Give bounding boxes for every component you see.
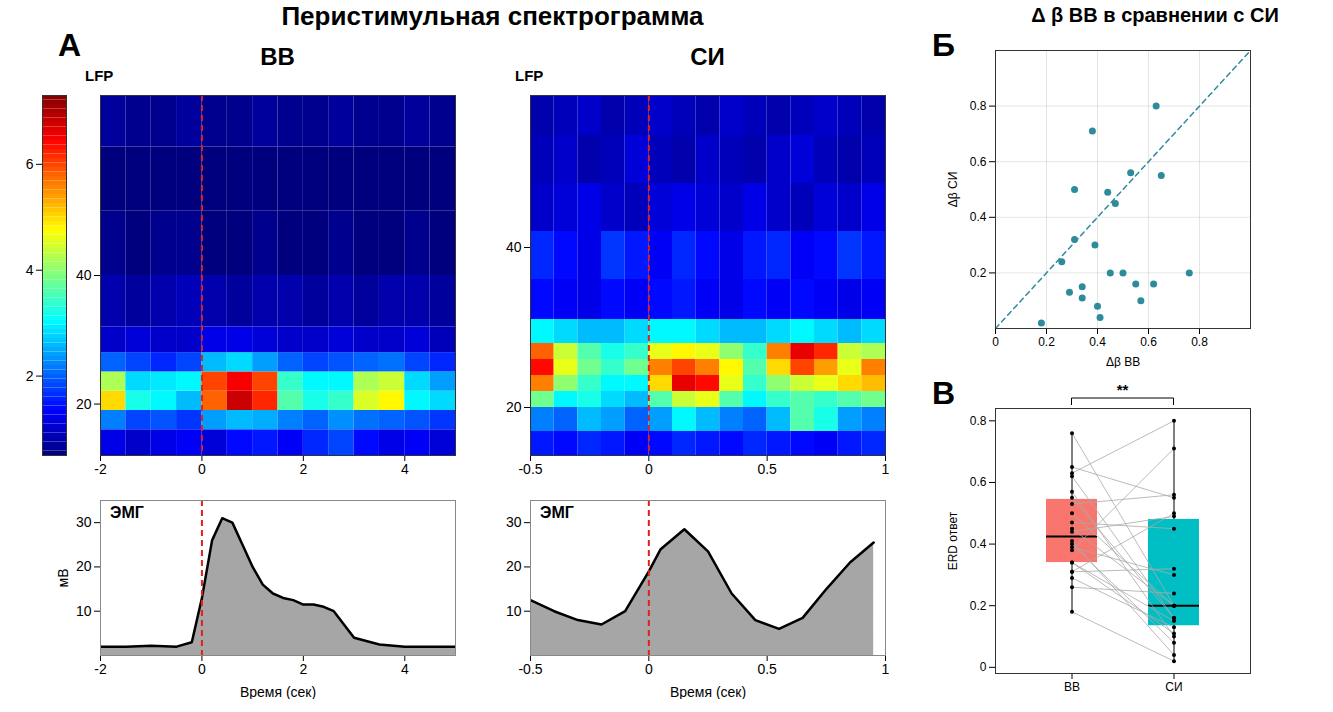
svg-text:-2: -2 [94, 661, 107, 677]
svg-text:0.8: 0.8 [970, 99, 987, 113]
html-text:ЭМГ: ЭМГ [540, 504, 574, 521]
svg-text:СИ: СИ [1165, 680, 1182, 694]
svg-text:20: 20 [506, 558, 522, 574]
svg-text:0.5: 0.5 [757, 461, 777, 477]
svg-text:0.2: 0.2 [1038, 335, 1055, 349]
svg-text:0: 0 [645, 461, 653, 477]
svg-text:ВВ: ВВ [1064, 680, 1080, 694]
svg-text:**: ** [1117, 381, 1129, 398]
svg-text:0.6: 0.6 [970, 155, 987, 169]
svg-text:0: 0 [198, 461, 206, 477]
svg-text:0.8: 0.8 [970, 414, 987, 428]
svg-text:ERD ответ: ERD ответ [946, 511, 960, 570]
html-text:Перистимульная спектрограмма: Перистимульная спектрограмма [281, 1, 704, 31]
svg-text:0.2: 0.2 [970, 266, 987, 280]
html-text:ВВ: ВВ [260, 43, 295, 70]
svg-text:1: 1 [882, 661, 890, 677]
svg-text:0: 0 [198, 661, 206, 677]
svg-text:Δβ ВВ: Δβ ВВ [1106, 355, 1140, 369]
svg-text:30: 30 [76, 514, 92, 530]
html-text:СИ: СИ [690, 43, 725, 70]
svg-text:40: 40 [506, 239, 522, 255]
svg-text:0.4: 0.4 [1089, 335, 1106, 349]
svg-text:0.8: 0.8 [1191, 335, 1208, 349]
svg-text:мВ: мВ [55, 569, 71, 588]
svg-text:0.2: 0.2 [970, 599, 987, 613]
svg-text:10: 10 [76, 603, 92, 619]
svg-text:40: 40 [76, 267, 92, 283]
svg-text:-2: -2 [94, 461, 107, 477]
svg-text:0.4: 0.4 [970, 210, 987, 224]
svg-text:20: 20 [76, 396, 92, 412]
html-text:LFP: LFP [85, 67, 114, 84]
svg-text:0.6: 0.6 [1140, 335, 1157, 349]
svg-text:-0.5: -0.5 [518, 661, 542, 677]
svg-text:2: 2 [299, 661, 307, 677]
svg-text:4: 4 [401, 461, 409, 477]
svg-text:10: 10 [506, 603, 522, 619]
html-text:LFP: LFP [515, 67, 544, 84]
svg-text:20: 20 [76, 558, 92, 574]
svg-text:2: 2 [26, 368, 34, 384]
svg-text:20: 20 [506, 399, 522, 415]
svg-text:4: 4 [26, 262, 34, 278]
html-text:А: А [58, 27, 82, 63]
html-text:ЭМГ: ЭМГ [110, 504, 144, 521]
svg-text:30: 30 [506, 514, 522, 530]
svg-text:0: 0 [992, 335, 999, 349]
svg-text:0.6: 0.6 [970, 475, 987, 489]
html-text:Δ β ВВ в сравнении с СИ: Δ β ВВ в сравнении с СИ [1031, 4, 1279, 26]
svg-text:0.5: 0.5 [757, 661, 777, 677]
svg-text:0: 0 [980, 660, 987, 674]
svg-text:4: 4 [401, 661, 409, 677]
svg-text:6: 6 [26, 156, 34, 172]
svg-text:2: 2 [299, 461, 307, 477]
svg-text:-0.5: -0.5 [518, 461, 542, 477]
html-text:Б: Б [932, 27, 955, 63]
svg-text:Δβ СИ: Δβ СИ [946, 172, 960, 208]
svg-text:Время (сек): Время (сек) [670, 684, 746, 700]
svg-text:Время (сек): Время (сек) [240, 684, 316, 700]
svg-text:1: 1 [882, 461, 890, 477]
svg-text:0: 0 [645, 661, 653, 677]
html-text:В: В [932, 375, 956, 411]
svg-text:0.4: 0.4 [970, 537, 987, 551]
